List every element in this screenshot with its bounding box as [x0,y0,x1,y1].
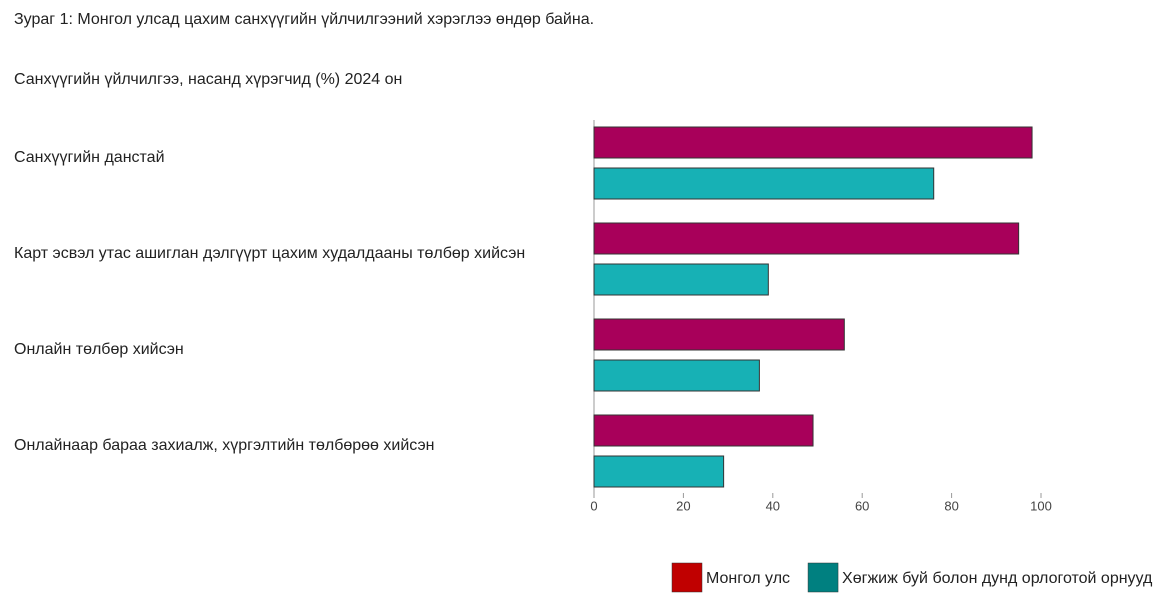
bar [593,222,1020,255]
bar [593,126,1033,159]
legend-swatch [671,562,703,593]
legend-label: Хөгжиж буй болон дунд орлоготой орнууд [842,570,1153,587]
x-tick-label: 20 [676,498,690,513]
bar [593,263,769,296]
x-tick-label: 40 [766,498,780,513]
category-label: Карт эсвэл утас ашиглан дэлгүүрт цахим х… [14,245,525,262]
bar [593,359,760,392]
category-label: Онлайн төлбөр хийсэн [14,341,184,358]
x-tick-label: 100 [1030,498,1052,513]
bar [593,414,814,447]
x-tick-label: 0 [590,498,597,513]
legend-label: Монгол улс [706,570,790,587]
bar [593,455,725,488]
category-label: Онлайнаар бараа захиалж, хүргэлтийн төлб… [14,437,434,454]
chart-title: Зураг 1: Монгол улсад цахим санхүүгийн ү… [14,11,594,28]
legend-swatch [807,562,839,593]
bar [593,318,845,351]
x-tick-label: 60 [855,498,869,513]
x-tick-label: 80 [944,498,958,513]
chart-subtitle: Санхүүгийн үйлчилгээ, насанд хүрэгчид (%… [14,71,402,88]
category-label: Санхүүгийн данстай [14,149,165,166]
bar [593,167,935,200]
